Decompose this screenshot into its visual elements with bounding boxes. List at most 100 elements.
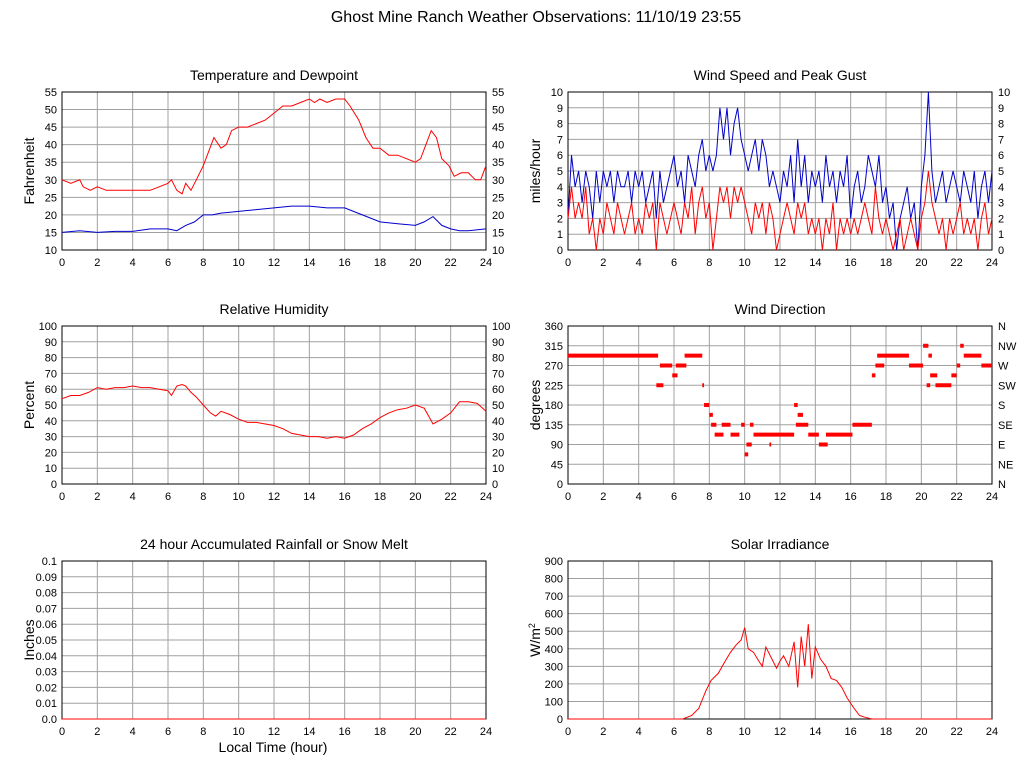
y-tick-label: 70 [45, 368, 57, 380]
x-tick-label: 16 [339, 726, 351, 738]
x-tick-label: 18 [880, 491, 892, 503]
y-tick-label-right: NW [998, 341, 1017, 353]
x-tick-label: 18 [374, 257, 386, 269]
y-tick-label: 0.04 [36, 651, 57, 663]
page-title: Ghost Mine Ranch Weather Observations: 1… [330, 9, 742, 26]
y-tick-label-right: 90 [492, 337, 504, 349]
y-tick-label: 200 [545, 679, 563, 691]
y-tick-label: 0.1 [42, 556, 57, 568]
y-tick-label-right: 10 [998, 87, 1010, 99]
x-tick-label: 10 [233, 726, 245, 738]
x-tick-label: 0 [59, 257, 65, 269]
y-tick-label: 10 [45, 463, 57, 475]
y-tick-label: 50 [45, 400, 57, 412]
y-tick-label: 45 [551, 459, 563, 471]
x-tick-label: 8 [706, 491, 712, 503]
x-tick-label: 20 [409, 257, 421, 269]
x-tick-label: 6 [165, 491, 171, 503]
x-tick-label: 16 [845, 257, 857, 269]
chart-rainfall: 24 hour Accumulated Rainfall or Snow Mel… [21, 536, 492, 738]
y-tick-label-right: SW [998, 380, 1016, 392]
y-tick-label: 90 [45, 337, 57, 349]
y-tick-label-right: 9 [998, 103, 1004, 115]
y-tick-label-right: E [998, 440, 1005, 452]
y-tick-label: 0.06 [36, 619, 57, 631]
y-tick-label-right: 40 [492, 140, 504, 152]
x-tick-label: 4 [636, 257, 642, 269]
x-tick-label: 14 [809, 491, 821, 503]
y-tick-label: 0 [557, 245, 563, 257]
x-tick-label: 8 [200, 257, 206, 269]
x-tick-label: 24 [480, 491, 492, 503]
chart-title: Temperature and Dewpoint [190, 67, 358, 83]
y-tick-label: 30 [45, 175, 57, 187]
x-tick-label: 20 [409, 491, 421, 503]
y-tick-label-right: SE [998, 420, 1013, 432]
chart-title: Solar Irradiance [731, 536, 830, 552]
y-tick-label-right: 20 [492, 210, 504, 222]
x-tick-label: 8 [706, 726, 712, 738]
y-tick-label-right: 3 [998, 198, 1004, 210]
x-tick-label: 14 [809, 257, 821, 269]
x-tick-label: 20 [915, 491, 927, 503]
y-axis-label: Percent [21, 381, 37, 429]
series-line-0 [568, 624, 992, 720]
y-tick-label: 0.0 [42, 714, 57, 726]
y-tick-label: 40 [45, 416, 57, 428]
chart-title: Relative Humidity [220, 301, 329, 317]
y-tick-label-right: 10 [492, 245, 504, 257]
y-tick-label: 315 [545, 341, 563, 353]
x-tick-label: 0 [565, 491, 571, 503]
x-tick-label: 16 [339, 257, 351, 269]
x-tick-label: 12 [774, 491, 786, 503]
x-tick-label: 4 [130, 726, 136, 738]
x-tick-label: 6 [671, 257, 677, 269]
y-tick-label: 40 [45, 140, 57, 152]
y-tick-label: 8 [557, 119, 563, 131]
x-tick-label: 22 [951, 257, 963, 269]
chart-title: 24 hour Accumulated Rainfall or Snow Mel… [140, 536, 408, 552]
x-tick-label: 4 [130, 491, 136, 503]
y-tick-label: 7 [557, 134, 563, 146]
y-tick-label-right: W [998, 361, 1009, 373]
y-tick-label-right: 50 [492, 400, 504, 412]
y-tick-label: 80 [45, 353, 57, 365]
y-tick-label: 25 [45, 192, 57, 204]
y-tick-label: 0.08 [36, 588, 57, 600]
y-tick-label: 0.01 [36, 698, 57, 710]
y-tick-label: 100 [545, 696, 563, 708]
x-tick-label: 4 [636, 726, 642, 738]
x-tick-label: 22 [951, 491, 963, 503]
y-tick-label: 0 [557, 479, 563, 491]
y-tick-label-right: 50 [492, 105, 504, 117]
y-tick-label-right: N [998, 479, 1006, 491]
series-line-0 [567, 91, 993, 251]
y-tick-label-right: 55 [492, 87, 504, 99]
y-tick-label-right: 45 [492, 122, 504, 134]
y-tick-label-right: 30 [492, 432, 504, 444]
x-tick-label: 2 [94, 491, 100, 503]
x-tick-label: 10 [739, 491, 751, 503]
y-tick-label-right: 60 [492, 384, 504, 396]
x-tick-label: 8 [200, 491, 206, 503]
y-tick-label: 0.03 [36, 667, 57, 679]
x-tick-label: 24 [986, 726, 998, 738]
x-tick-label: 2 [94, 726, 100, 738]
y-tick-label: 270 [545, 361, 563, 373]
y-tick-label: 100 [39, 321, 57, 333]
x-tick-label: 12 [268, 726, 280, 738]
y-tick-label-right: NE [998, 459, 1013, 471]
y-tick-label: 2 [557, 213, 563, 225]
y-axis-label: degrees [527, 380, 543, 431]
x-tick-label: 2 [94, 257, 100, 269]
y-axis-label: Fahrenheit [21, 137, 37, 204]
y-tick-label: 0.05 [36, 635, 57, 647]
y-tick-label: 90 [551, 440, 563, 452]
y-tick-label: 0.07 [36, 603, 57, 615]
y-tick-label-right: 1 [998, 229, 1004, 241]
y-tick-label: 700 [545, 591, 563, 603]
